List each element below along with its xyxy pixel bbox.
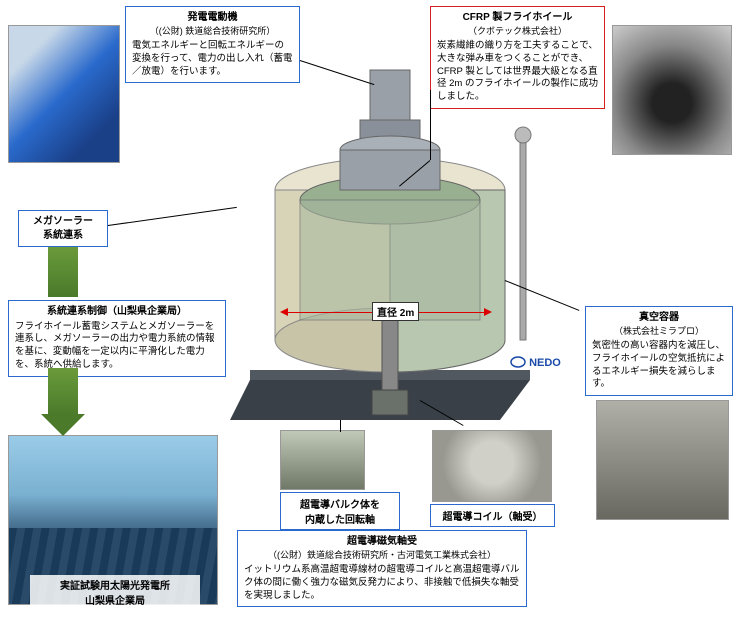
solar-caption: 実証試験用太陽光発電所 山梨県企業局 bbox=[30, 575, 200, 609]
coil-photo bbox=[432, 430, 552, 502]
vacuum-callout: 真空容器（株式会社ミラプロ） 気密性の高い容器内を減圧し、フライホイールの空気抵… bbox=[585, 306, 733, 396]
control-callout: 系統連系制御（山梨県企業局） フライホイール蓄電システムとメガソーラーを連系し、… bbox=[8, 300, 226, 377]
generator-callout: 発電電動機（(公財) 鉄道総合技術研究所） 電気エネルギーと回転エネルギーの変換… bbox=[125, 6, 300, 83]
cfrp-photo bbox=[612, 25, 732, 155]
shaft-photo bbox=[280, 430, 365, 490]
ptr-megasolar bbox=[108, 207, 237, 226]
dim-arrow-right bbox=[484, 308, 492, 316]
flow-arrow2 bbox=[48, 368, 78, 416]
bearing-callout: 超電導磁気軸受（(公財）鉄道総合技術研究所・古河電気工業株式会社） イットリウム… bbox=[237, 530, 527, 607]
nedo-logo: NEDO bbox=[510, 356, 561, 369]
ptr-shaft bbox=[340, 420, 341, 432]
megasolar-callout: メガソーラー 系統連系 bbox=[18, 210, 108, 247]
diameter-label: 直径 2m bbox=[372, 302, 419, 321]
coil-label: 超電導コイル（軸受） bbox=[430, 504, 555, 527]
generator-photo bbox=[8, 25, 120, 163]
dim-arrow-left bbox=[280, 308, 288, 316]
flow-arrow-head bbox=[41, 414, 85, 436]
ptr-cfrp bbox=[430, 90, 431, 160]
cfrp-callout: CFRP 製フライホイール（クボテック株式会社） 炭素繊維の織り方を工夫すること… bbox=[430, 6, 605, 109]
vacuum-photo bbox=[596, 400, 729, 520]
flow-arrow bbox=[48, 247, 78, 297]
shaft-label: 超電導バルク体を 内蔵した回転軸 bbox=[280, 492, 400, 530]
